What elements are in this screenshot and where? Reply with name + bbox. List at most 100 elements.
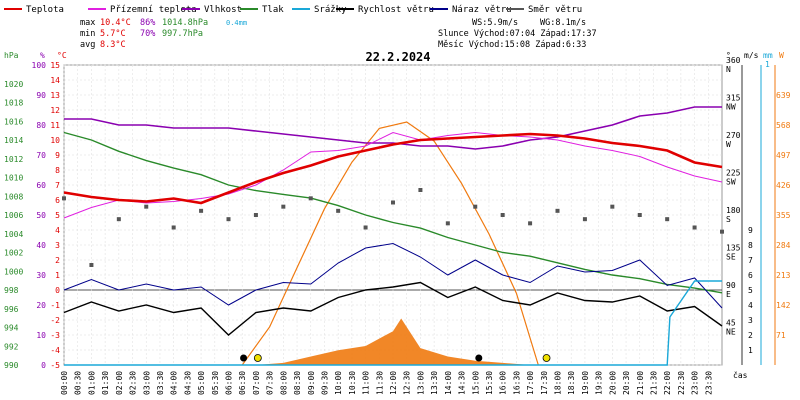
tick-temp: -1 [50,301,60,310]
tick-time: 08:00 [279,371,288,395]
tick-temp: 15 [50,61,60,70]
tick-solar: 426 [776,181,791,190]
point-wind-dir [281,204,286,209]
tick-wind: 8 [748,241,753,250]
tick-pressure: 998 [4,286,19,295]
point-wind-dir [253,213,258,217]
series-temperature [63,132,723,205]
tick-pressure: 994 [4,324,19,333]
tick-time: 09:00 [307,371,316,395]
tick-time: 00:30 [74,371,83,395]
point-wind-dir [391,200,395,205]
tick-time: 23:00 [691,371,700,395]
tick-compass: W [726,140,731,149]
tick-temp: 10 [50,136,60,145]
marker-sun [253,354,262,362]
tick-time: 16:00 [499,371,508,395]
stats-min-temp: 5.7°C [100,29,126,39]
tick-time: 14:00 [444,371,453,395]
series-pressure [63,131,723,294]
tick-time: 18:00 [554,371,563,395]
tick-wind: 1 [748,346,753,355]
point-wind-dir [555,208,560,213]
tick-time: 16:30 [512,371,521,395]
tick-temp: 13 [50,91,60,100]
tick-time: 20:30 [622,371,631,395]
tick-pressure: 1002 [4,249,23,258]
tick-humidity: 90 [36,91,46,100]
tick-time: 03:30 [156,371,165,395]
stats-moon: Měsíc Východ:15:08 Západ:6:33 [438,40,586,50]
marker-moon [240,354,248,362]
tick-humidity: 80 [36,121,46,130]
tick-time: 15:30 [485,371,494,395]
point-wind-dir [720,229,724,234]
tick-time: 02:30 [129,371,138,395]
tick-pressure: 1008 [4,192,23,201]
tick-temp: 12 [50,106,60,115]
stats-max-label: max [80,18,95,28]
stats-avg-label: avg [80,40,95,50]
tick-time: 15:00 [471,371,480,395]
tick-time: 11:00 [362,371,371,395]
tick-time: 07:30 [266,371,275,395]
stats-ws: WS:5.9m/s [472,18,518,28]
tick-dir: 90 [726,281,736,290]
tick-pressure: 1018 [4,99,23,108]
tick-dir: 315 [726,94,741,103]
series-humidity [64,106,722,150]
grid [63,64,723,366]
tick-temp: 5 [55,211,60,220]
tick-dir: 180 [726,206,741,215]
tick-time: 23:30 [704,371,713,395]
tick-time: 11:30 [375,371,384,395]
stats-wg: WG:8.1m/s [540,18,586,28]
tick-time: 17:30 [540,371,549,395]
tick-time: 05:30 [211,371,220,395]
tick-solar: 497 [776,151,791,160]
tick-time: 22:00 [663,371,672,395]
point-wind-dir [144,204,149,209]
tick-temp: -4 [50,346,60,355]
point-wind-dir [473,204,478,209]
tick-humidity: 60 [36,181,46,190]
tick-wind: 2 [748,331,753,340]
tick-time: 21:30 [649,371,658,395]
tick-time: 01:30 [101,371,110,395]
point-wind-dir [445,221,450,226]
x-axis-title: čas [733,370,748,380]
tick-pressure: 996 [4,305,19,314]
tick-temp: 11 [50,121,60,130]
tick-time: 04:00 [170,371,179,395]
stats-max-rain: 0.4mm [226,19,247,27]
series-layer [62,106,724,366]
tick-time: 12:00 [389,371,398,395]
tick-temp: 0 [55,286,60,295]
tick-time: 14:30 [458,371,467,395]
tick-temp: 7 [55,181,60,190]
tick-solar: 568 [776,121,791,130]
tick-rain: 1 [765,60,770,69]
tick-time: 12:30 [403,371,412,395]
legend-label-tlak: Tlak [262,5,284,15]
stats-min-label: min [80,29,95,39]
tick-time: 19:30 [595,371,604,395]
tick-pressure: 1020 [4,80,23,89]
tick-time: 13:30 [430,371,439,395]
tick-compass: NE [726,328,736,337]
point-wind-dir [528,221,533,226]
point-wind-dir [500,213,505,217]
tick-compass: SE [726,253,736,262]
tick-pressure: 1010 [4,174,23,183]
tick-temp: -3 [50,331,60,340]
tick-time: 19:00 [581,371,590,395]
point-wind-dir [692,225,697,230]
tick-temp: 9 [55,151,60,160]
tick-time: 00:00 [60,371,69,395]
tick-wind: 9 [748,226,753,235]
tick-temp: 6 [55,196,60,205]
point-wind-dir [171,225,176,230]
legend-label-naraz: Náraz větru [452,5,512,15]
unit-deg: ° [726,51,731,60]
point-wind-dir [62,196,66,201]
